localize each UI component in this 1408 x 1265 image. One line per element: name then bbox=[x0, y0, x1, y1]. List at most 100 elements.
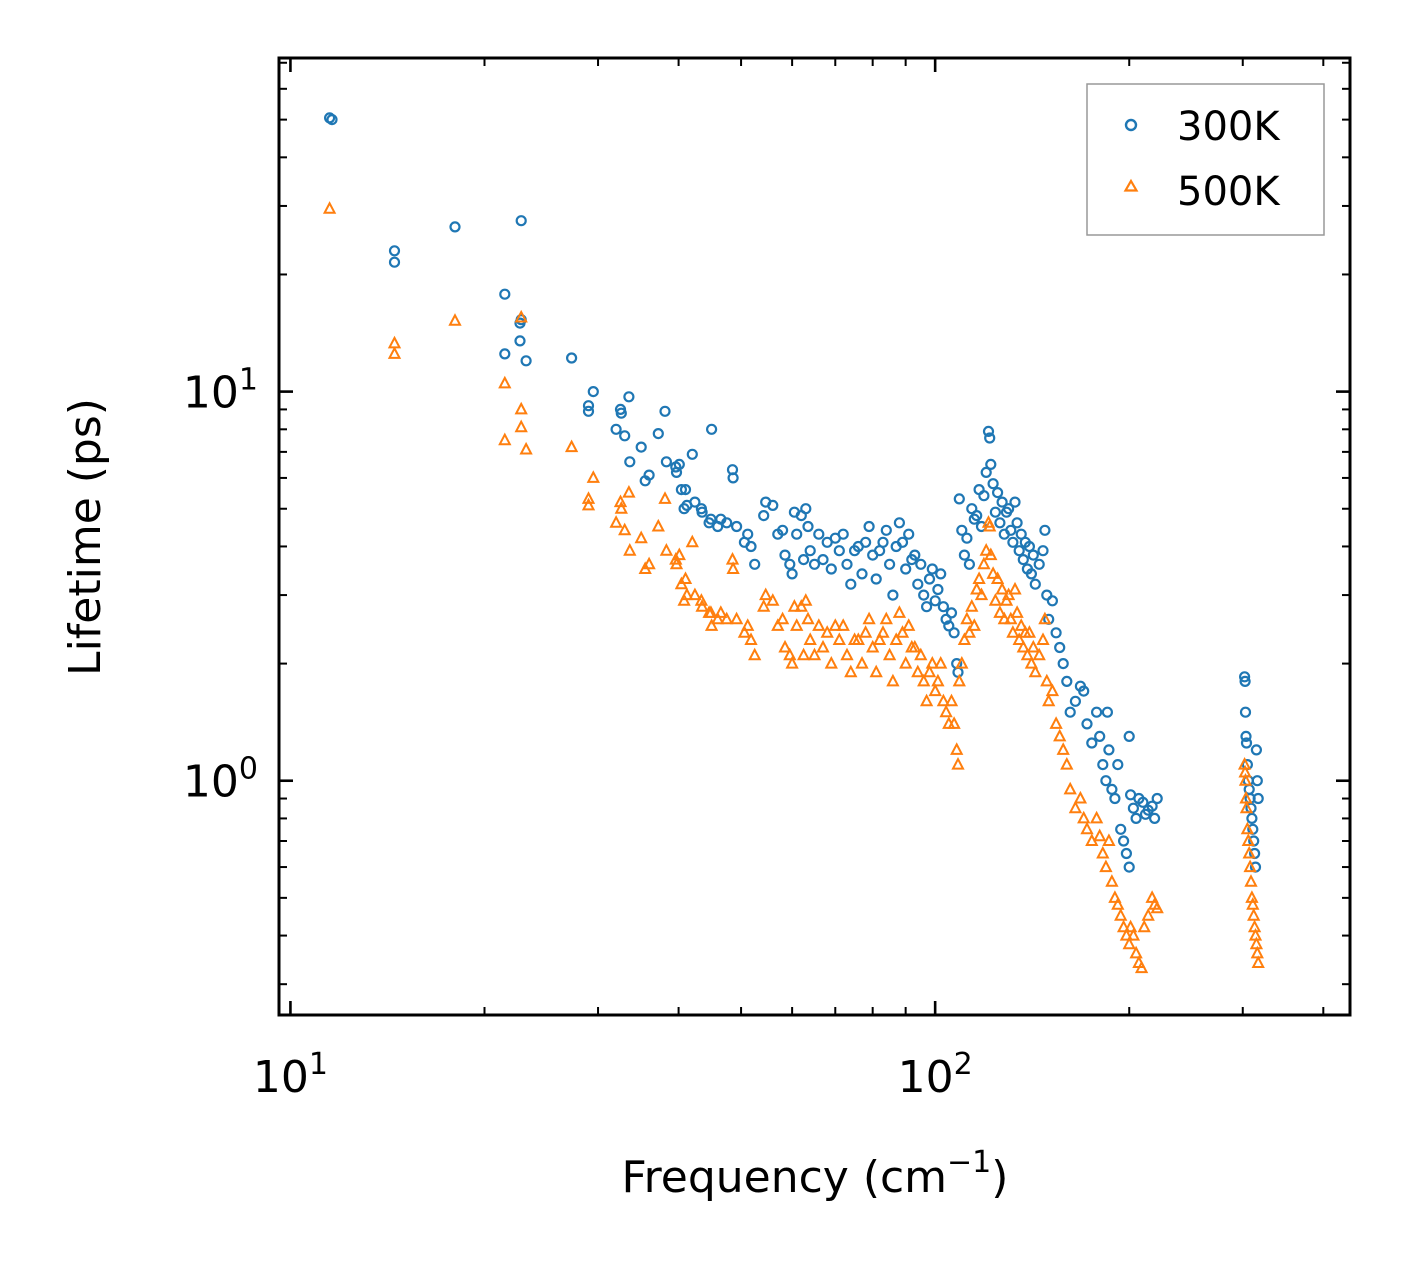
data-point-300k bbox=[745, 540, 757, 553]
axis-ticks bbox=[279, 58, 1350, 1015]
data-point-300k bbox=[893, 517, 906, 529]
data-point-300k bbox=[514, 335, 526, 347]
data-point-500k bbox=[1122, 936, 1136, 950]
data-point-500k bbox=[614, 501, 628, 514]
data-point-500k bbox=[685, 534, 699, 548]
data-point-500k bbox=[1056, 742, 1070, 755]
data-point-300k bbox=[1251, 775, 1263, 787]
data-point-300k bbox=[994, 517, 1006, 529]
data-point-500k bbox=[796, 647, 811, 661]
y-tick-label: 100 bbox=[183, 752, 258, 808]
legend-marker-500k bbox=[1123, 178, 1139, 192]
data-point-300k bbox=[1090, 706, 1103, 718]
x-tick-labels: 101 102 bbox=[253, 1047, 973, 1103]
data-point-300k bbox=[520, 355, 532, 367]
data-point-500k bbox=[1247, 908, 1261, 921]
data-point-300k bbox=[767, 499, 779, 511]
data-point-300k bbox=[1069, 695, 1082, 707]
data-point-500k bbox=[1042, 693, 1056, 707]
data-point-500k bbox=[983, 518, 997, 532]
data-point-300k bbox=[1078, 685, 1090, 697]
data-point-500k bbox=[1026, 639, 1040, 653]
data-point-300k bbox=[1017, 553, 1029, 566]
data-point-500k bbox=[514, 401, 528, 415]
data-point-300k bbox=[1061, 675, 1073, 688]
data-point-300k bbox=[1025, 568, 1038, 580]
data-point-500k bbox=[1063, 781, 1077, 795]
data-point-300k bbox=[883, 558, 896, 570]
data-point-300k bbox=[696, 506, 708, 518]
data-point-500k bbox=[955, 655, 969, 669]
data-point-500k bbox=[866, 639, 880, 653]
data-point-500k bbox=[908, 639, 922, 653]
data-point-500k bbox=[1028, 664, 1042, 678]
data-point-500k bbox=[1105, 874, 1119, 887]
data-point-500k bbox=[1116, 919, 1131, 933]
data-point-300k bbox=[779, 549, 791, 561]
data-point-500k bbox=[714, 605, 728, 618]
data-point-500k bbox=[790, 618, 804, 631]
data-point-300k bbox=[1250, 744, 1263, 756]
data-point-300k bbox=[887, 589, 899, 601]
data-point-500k bbox=[387, 346, 402, 359]
data-point-500k bbox=[1099, 859, 1113, 873]
data-point-500k bbox=[581, 497, 596, 511]
data-point-500k bbox=[855, 655, 869, 669]
data-point-300k bbox=[984, 432, 996, 444]
data-point-300k bbox=[1146, 800, 1158, 812]
data-point-500k bbox=[711, 611, 725, 625]
data-point-300k bbox=[1127, 802, 1140, 814]
data-point-300k bbox=[705, 423, 718, 435]
data-point-500k bbox=[832, 632, 846, 645]
data-point-500k bbox=[794, 599, 808, 612]
data-point-300k bbox=[863, 520, 875, 533]
data-point-300k bbox=[1112, 758, 1124, 771]
data-point-500k bbox=[828, 618, 842, 631]
data-point-300k bbox=[1037, 545, 1049, 557]
data-point-500k bbox=[1012, 632, 1026, 645]
data-point-300k bbox=[1039, 524, 1051, 536]
data-point-500k bbox=[882, 647, 897, 661]
data-point-300k bbox=[721, 517, 733, 529]
data-point-500k bbox=[851, 632, 865, 645]
data-point-500k bbox=[1077, 810, 1091, 824]
data-point-500k bbox=[872, 632, 887, 645]
data-point-500k bbox=[1123, 919, 1138, 933]
data-point-500k bbox=[957, 632, 972, 645]
data-point-500k bbox=[1008, 581, 1022, 595]
data-point-300k bbox=[615, 407, 627, 419]
data-point-500k bbox=[995, 581, 1009, 595]
data-point-300k bbox=[918, 589, 930, 601]
legend-label-500k: 500K bbox=[1177, 169, 1281, 215]
data-point-500k bbox=[947, 716, 961, 729]
data-point-300k bbox=[900, 563, 912, 575]
x-tick-label: 102 bbox=[898, 1047, 973, 1103]
data-point-500k bbox=[1053, 728, 1067, 742]
data-point-500k bbox=[862, 611, 876, 625]
data-point-300k bbox=[935, 568, 947, 580]
data-point-500k bbox=[688, 587, 702, 601]
data-point-500k bbox=[1080, 821, 1094, 835]
data-point-500k bbox=[783, 647, 797, 661]
data-point-300k bbox=[679, 484, 692, 496]
data-point-500k bbox=[1049, 716, 1063, 729]
data-point-300k bbox=[514, 317, 526, 329]
data-point-500k bbox=[1239, 800, 1254, 814]
legend-marker-300k bbox=[1124, 118, 1138, 132]
data-point-500k bbox=[680, 587, 694, 601]
data-point-500k bbox=[623, 543, 637, 556]
data-point-500k bbox=[737, 625, 752, 638]
data-point-500k bbox=[586, 470, 600, 483]
data-point-500k bbox=[514, 309, 528, 323]
data-point-500k bbox=[944, 693, 959, 707]
data-point-300k bbox=[1064, 706, 1076, 718]
x-tick-label: 101 bbox=[253, 1047, 328, 1103]
data-point-500k bbox=[1045, 683, 1060, 697]
data-point-500k bbox=[950, 742, 964, 755]
y-axis-label: Lifetime (ps) bbox=[60, 398, 111, 676]
data-point-500k bbox=[1040, 673, 1054, 687]
x-axis-label-sup: −1 bbox=[947, 1145, 991, 1180]
data-point-300k bbox=[515, 215, 527, 227]
data-point-300k bbox=[841, 558, 853, 570]
data-point-300k bbox=[877, 536, 889, 548]
